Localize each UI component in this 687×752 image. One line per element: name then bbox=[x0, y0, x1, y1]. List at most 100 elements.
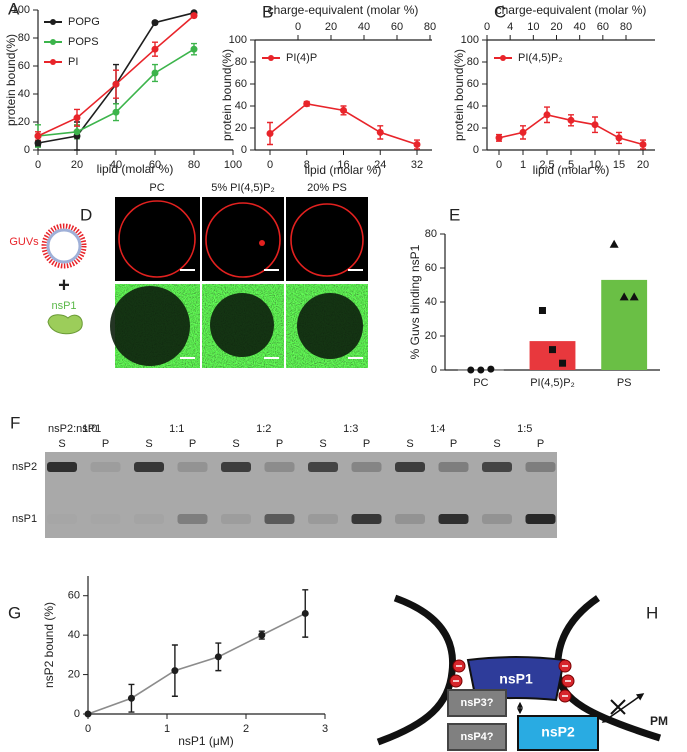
plus-sign: + bbox=[58, 274, 70, 296]
lane-label: P bbox=[276, 438, 283, 450]
nsp2-label: nsP2 bbox=[541, 724, 575, 740]
gel-band bbox=[351, 514, 382, 524]
y-tick-label: 40 bbox=[467, 100, 479, 112]
legend-marker bbox=[50, 59, 56, 65]
panel-letter: B bbox=[262, 2, 273, 21]
x-tick-label: 40 bbox=[110, 159, 122, 171]
x-tick-label: PS bbox=[617, 377, 632, 389]
x-tick-label: 2 bbox=[243, 723, 249, 735]
x-tick-label: 2.5 bbox=[539, 159, 554, 171]
gel-band bbox=[264, 462, 295, 472]
membrane bbox=[376, 594, 457, 746]
point bbox=[495, 134, 503, 142]
column-title: 5% PI(4,5)P₂ bbox=[211, 182, 275, 194]
block-cross bbox=[610, 699, 626, 715]
gel-band bbox=[47, 514, 77, 524]
top-tick-label: 20 bbox=[550, 21, 562, 33]
ratio-label: 1:3 bbox=[343, 423, 358, 435]
x-tick-label: 3 bbox=[322, 723, 328, 735]
gel-band bbox=[482, 514, 512, 524]
vesicle-shadow bbox=[210, 293, 274, 357]
gel-band bbox=[351, 462, 382, 472]
legend-marker bbox=[268, 55, 274, 61]
micrograph bbox=[286, 197, 368, 281]
ratio-title: nsP2:nsP1 bbox=[48, 423, 101, 435]
y-tick-label: 40 bbox=[235, 100, 247, 112]
x-tick-label: 0 bbox=[267, 159, 273, 171]
legend-label: PI(4,5)P₂ bbox=[518, 52, 563, 64]
x-tick-label: 0 bbox=[35, 159, 41, 171]
ratio-label: 1:2 bbox=[256, 423, 271, 435]
gel-band bbox=[438, 462, 469, 472]
point bbox=[519, 128, 527, 136]
point bbox=[376, 128, 384, 136]
y-tick-label: 20 bbox=[18, 116, 30, 128]
legend-marker bbox=[500, 55, 506, 61]
point bbox=[258, 631, 266, 639]
legend-marker bbox=[50, 19, 56, 25]
y-tick-label: 100 bbox=[229, 34, 247, 46]
y-tick-label: 20 bbox=[235, 122, 247, 134]
lane-label: S bbox=[493, 438, 500, 450]
y-tick-label: 80 bbox=[467, 56, 479, 68]
gel-band bbox=[221, 462, 251, 472]
top-tick-label: 4 bbox=[507, 21, 513, 33]
panel-letter: F bbox=[10, 413, 20, 432]
x-tick-label: 0 bbox=[496, 159, 502, 171]
top-tick-label: 20 bbox=[325, 21, 337, 33]
panel-letter: E bbox=[449, 205, 460, 224]
y-tick-label: 60 bbox=[18, 60, 30, 72]
membrane-label: PM bbox=[650, 714, 668, 728]
guv-icon bbox=[41, 223, 87, 269]
guvs-label: GUVs bbox=[9, 236, 39, 248]
point bbox=[591, 121, 599, 129]
y-tick-label: 0 bbox=[24, 144, 30, 156]
point bbox=[538, 307, 546, 314]
y-tick-label: 0 bbox=[241, 144, 247, 156]
y-axis-label: nsP2 bound (%) bbox=[42, 602, 56, 688]
point bbox=[549, 346, 556, 354]
guv-icon-inner bbox=[46, 228, 82, 264]
point bbox=[619, 292, 629, 301]
x-tick-label: 32 bbox=[411, 159, 423, 171]
bar bbox=[529, 341, 576, 370]
column-title: PC bbox=[149, 182, 164, 194]
gel-band bbox=[177, 462, 208, 472]
y-tick-label: 60 bbox=[68, 590, 80, 602]
point bbox=[303, 100, 311, 108]
chart: 0 20 40 60 80 100 0 8 16 24 32 0 20 40 60 80 charge-equi… bbox=[220, 2, 436, 177]
legend-label: POPS bbox=[68, 36, 99, 48]
y-tick-label: 80 bbox=[235, 56, 247, 68]
y-tick-label: 0 bbox=[473, 144, 479, 156]
x-axis-label: lipid (molar %) bbox=[533, 163, 610, 177]
gel-band bbox=[47, 462, 77, 472]
gel-band bbox=[395, 462, 425, 472]
x-axis-label: lipid (molar %) bbox=[305, 163, 382, 177]
band-label: nsP1 bbox=[12, 513, 37, 525]
lane-label: P bbox=[189, 438, 196, 450]
nsp2-box bbox=[517, 715, 599, 751]
top-tick-label: 40 bbox=[574, 21, 586, 33]
top-tick-label: 0 bbox=[295, 21, 301, 33]
y-tick-label: 40 bbox=[68, 629, 80, 641]
y-axis-label: protein bound(%) bbox=[4, 34, 18, 126]
x-tick-label: 24 bbox=[374, 159, 386, 171]
nsp4-box bbox=[447, 723, 507, 751]
column-title: 20% PS bbox=[307, 182, 347, 194]
gel-band bbox=[177, 514, 208, 524]
x-tick-label: 10 bbox=[589, 159, 601, 171]
ratio-label: 1:1 bbox=[169, 423, 184, 435]
lane-label: P bbox=[102, 438, 109, 450]
y-tick-label: 60 bbox=[425, 262, 437, 274]
y-axis-label: protein bound(%) bbox=[220, 49, 234, 141]
point bbox=[151, 19, 159, 27]
vesicle-shadow bbox=[110, 286, 190, 366]
micrograph bbox=[202, 197, 284, 281]
x-tick-label: 8 bbox=[304, 159, 310, 171]
y-tick-label: 20 bbox=[467, 122, 479, 134]
point bbox=[543, 111, 551, 119]
point bbox=[214, 653, 222, 661]
gel-band bbox=[308, 462, 338, 472]
point bbox=[112, 108, 120, 116]
